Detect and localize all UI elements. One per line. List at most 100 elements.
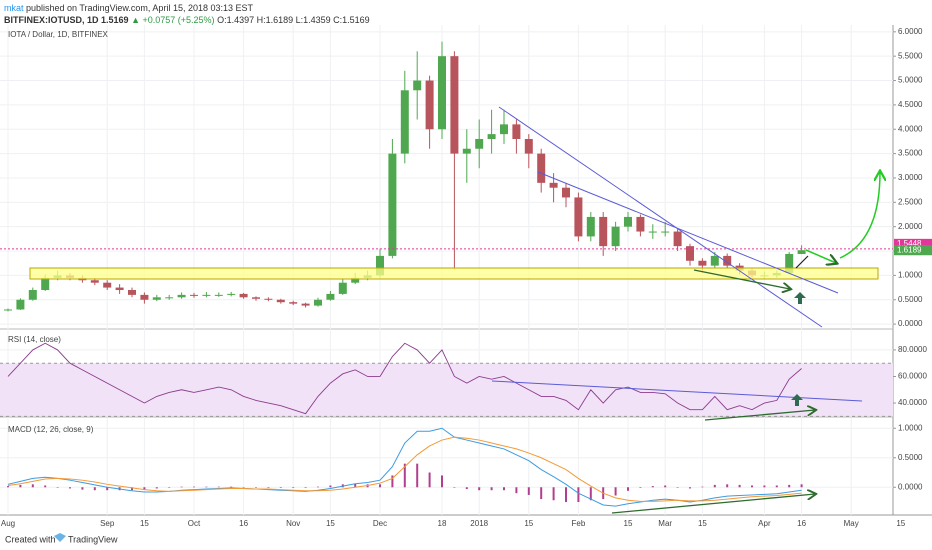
macd-divergence: [611, 494, 815, 514]
pane-title: IOTA / Dollar, 1D, BITFINEX: [8, 30, 109, 39]
candle-body: [264, 298, 273, 300]
histogram-bar: [304, 487, 307, 488]
y-tick-label: 3.5000: [898, 149, 923, 158]
candle-body: [115, 287, 124, 291]
x-tick-label: 15: [524, 519, 533, 528]
candle-body: [314, 299, 322, 306]
histogram-bar: [242, 487, 245, 488]
x-tick-label: Apr: [758, 519, 771, 528]
candle-body: [785, 253, 794, 273]
histogram-bar: [56, 487, 59, 488]
histogram-bar: [292, 487, 295, 488]
histogram-bar: [255, 487, 257, 488]
histogram-bar: [279, 487, 282, 488]
candle-body: [326, 293, 335, 300]
histogram-bar: [267, 487, 270, 488]
price-label-box: [894, 238, 932, 249]
histogram-bar: [391, 475, 394, 488]
published: published on TradingView.com, April 15, …: [23, 3, 253, 13]
histogram-bar: [627, 487, 629, 491]
histogram-bar: [403, 463, 406, 488]
histogram-bar: [490, 487, 493, 491]
candle-body: [462, 148, 471, 154]
candle-body: [190, 294, 198, 296]
histogram-bar: [465, 487, 468, 490]
histogram-bar: [788, 484, 791, 488]
candle-body: [438, 56, 446, 130]
candle-body: [797, 250, 806, 254]
up-arrow: [791, 394, 803, 406]
histogram-bar: [515, 487, 518, 494]
publish-line: mkat published on TradingView.com, April…: [4, 2, 370, 14]
candle-body: [710, 255, 719, 266]
histogram-bar: [441, 475, 443, 488]
y-tick-label: 1.0000: [898, 423, 923, 432]
histogram-bar: [217, 486, 220, 488]
header: mkat published on TradingView.com, April…: [4, 2, 370, 26]
author[interactable]: mkat: [4, 3, 24, 13]
x-tick-label: Mar: [658, 519, 672, 528]
y-tick-label: 2.5000: [898, 197, 923, 206]
histogram-bar: [416, 463, 419, 488]
candle-body: [128, 290, 136, 295]
candle-body: [599, 216, 608, 247]
candle-body: [698, 260, 707, 266]
candle-body: [41, 277, 50, 291]
candle-body: [351, 277, 360, 283]
candle-body: [227, 293, 236, 295]
candle-body: [140, 294, 149, 300]
candle-body: [425, 80, 434, 130]
change: ▲ +0.0757 (+5.25%): [131, 15, 215, 25]
candle-body: [276, 299, 285, 303]
histogram-bar: [428, 472, 431, 488]
projection-arrow: [805, 249, 836, 263]
histogram-bar: [552, 487, 555, 501]
candle-body: [648, 231, 657, 233]
histogram-bar: [230, 486, 233, 488]
histogram-bar: [205, 486, 208, 488]
histogram-bar: [639, 487, 642, 488]
pointer: [795, 255, 809, 269]
last-price: 1.5169: [101, 15, 129, 25]
projection-arrow: [839, 172, 880, 259]
candle-body: [214, 294, 223, 296]
candle-body: [586, 216, 595, 237]
x-tick-label: Oct: [188, 519, 201, 528]
divergence-line: [693, 269, 790, 289]
x-tick-label: 15: [140, 519, 149, 528]
y-tick-label: 5.5000: [898, 51, 923, 60]
histogram-bar: [614, 487, 617, 496]
macd-line: [7, 436, 802, 502]
histogram-bar: [689, 487, 691, 489]
candle-body: [512, 124, 521, 139]
candle-body: [90, 280, 99, 283]
x-tick-label: Feb: [572, 519, 586, 528]
histogram-bar: [651, 486, 654, 488]
histogram-bar: [527, 487, 530, 495]
y-tick-label: 1.0000: [898, 270, 923, 279]
candle-body: [103, 282, 112, 288]
candle-body: [376, 255, 384, 276]
footer-brand[interactable]: TradingView: [68, 534, 118, 544]
x-tick-label: 15: [326, 519, 335, 528]
candle-body: [252, 297, 260, 299]
candle-body: [574, 197, 583, 237]
x-tick-label: Aug: [1, 519, 15, 528]
x-tick-label: 15: [698, 519, 707, 528]
macd-line: [7, 427, 802, 507]
histogram-bar: [503, 487, 505, 491]
histogram-bar: [93, 487, 96, 491]
candle-body: [524, 138, 533, 154]
x-tick-label: Sep: [100, 519, 115, 528]
x-tick-label: 2018: [470, 519, 488, 528]
histogram-bar: [738, 484, 741, 488]
candle-body: [239, 293, 248, 298]
y-tick-label: 40.0000: [898, 398, 927, 407]
footer-created: Created with: [5, 534, 56, 544]
candle-body: [16, 299, 25, 310]
candle-body: [413, 80, 422, 91]
candle-body: [661, 231, 670, 233]
histogram-bar: [763, 485, 766, 488]
histogram-bar: [81, 487, 84, 490]
y-tick-label: 60.0000: [898, 372, 927, 381]
